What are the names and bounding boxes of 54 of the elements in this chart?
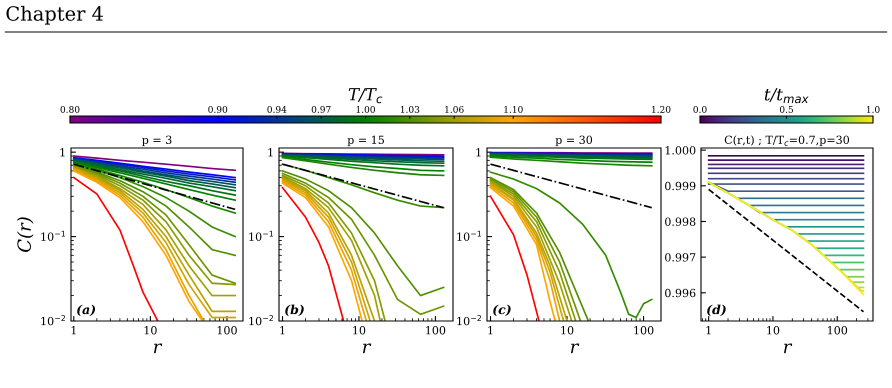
- x-tick-label: 100: [426, 326, 446, 334]
- x-axis-title: r: [154, 343, 162, 354]
- y-tick-label: 10$^{−2}$: [457, 315, 481, 326]
- y-axis-title: C(r): [17, 217, 34, 252]
- x-tick-label: 10: [561, 326, 574, 334]
- chart-title: C(r,t) ; T/T$_{c}$=0.7,p=30: [724, 135, 850, 146]
- y-tick-label: 1: [60, 148, 65, 156]
- color-bar-label: 1.20: [652, 106, 670, 113]
- color-bar-label: 1.03: [400, 106, 420, 113]
- annotation: (c): [493, 304, 511, 316]
- y-tick-label: 10$^{−1}$: [457, 230, 482, 241]
- x-tick-label: 10: [144, 326, 157, 334]
- chart-title: p = 3: [142, 136, 172, 146]
- color-bar-title: T/T$_{c}$: [348, 88, 382, 104]
- chart-title: p = 15: [348, 136, 384, 146]
- y-tick-label: 0.996: [665, 288, 696, 298]
- annotation: (d): [707, 304, 726, 316]
- y-tick-label: 0.998: [665, 217, 696, 226]
- annotation: (a): [77, 304, 96, 316]
- x-axis-title: r: [362, 343, 372, 354]
- color-bar-label: 0.97: [312, 106, 331, 113]
- y-tick-label: 1: [476, 148, 481, 156]
- y-tick-label: 10$^{−1}$: [41, 230, 66, 241]
- color-bar-label: 0.90: [208, 106, 228, 113]
- y-tick-label: 0.997: [665, 253, 696, 262]
- x-tick-label: 1: [72, 326, 76, 334]
- x-tick-label: 100: [828, 326, 848, 334]
- color-bar-label: 0.5: [780, 106, 793, 113]
- color-bar-label: 1.0: [866, 106, 880, 113]
- annotation: (b): [285, 304, 304, 316]
- y-tick-label: 10$^{−2}$: [41, 315, 65, 326]
- x-axis-title: r: [570, 343, 580, 354]
- color-bar-label: 1.10: [504, 106, 523, 113]
- color-bar-label: 0.80: [60, 106, 80, 113]
- color-bar-label: 1.06: [445, 106, 464, 113]
- x-tick-label: 1: [488, 326, 492, 334]
- chart-title: p = 30: [556, 136, 592, 146]
- color-bar-label: 1.00: [356, 106, 375, 113]
- color-bar-label: 0.0: [693, 106, 707, 113]
- y-tick-label: 1: [268, 148, 273, 156]
- y-tick-label: 1.000: [666, 146, 696, 155]
- y-tick-label: 0.999: [665, 182, 696, 190]
- x-tick-label: 1: [280, 326, 284, 334]
- color-bar-label: 0.94: [267, 106, 286, 113]
- x-axis-title: r: [784, 343, 792, 354]
- y-tick-label: 10$^{−1}$: [249, 230, 274, 241]
- x-tick-label: 10: [353, 326, 366, 334]
- x-tick-label: 1: [706, 326, 711, 334]
- x-tick-label: 10: [767, 326, 780, 334]
- y-tick-label: 10$^{−2}$: [249, 315, 273, 326]
- color-bar-title: t/t$_{max}$: [764, 88, 809, 104]
- x-tick-label: 100: [218, 326, 237, 334]
- x-tick-label: 100: [634, 326, 654, 334]
- text: Chapter 4: [6, 6, 103, 25]
